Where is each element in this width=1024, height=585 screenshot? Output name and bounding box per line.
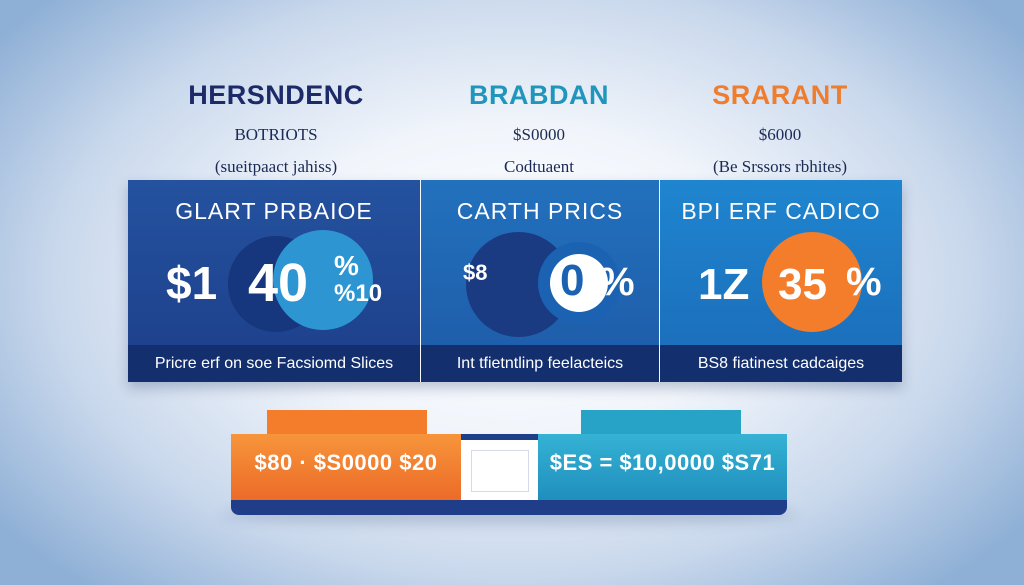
panel-footer-2: Int tfietntlinp feelacteics: [421, 345, 659, 382]
header-subtitle-3: $6000: [758, 125, 802, 144]
header-column-1: HERSNDENC BOTRIOTS (sueitpaact jahiss): [146, 80, 406, 177]
header-subtitle-1: BOTRIOTS: [234, 125, 318, 144]
pricing-panel-2: CARTH PRICS $8 0 % Int tfietntlinp feela…: [421, 180, 659, 382]
price-strip: $80 · $S0000 $20 $ES = $10,0000 $S71: [221, 410, 797, 525]
panel-title-1: GLART PRBAIOE: [175, 198, 373, 224]
panel-footer-3: BS8 fiatinest cadcaiges: [660, 345, 902, 382]
header-note-2: Codtuaent: [504, 157, 574, 176]
circle-inner-icon: [550, 254, 608, 312]
strip-bar-right: $ES = $10,0000 $S71: [538, 434, 787, 500]
strip-middle-card: [471, 450, 529, 492]
panel-right-bottom-1: %10: [334, 280, 383, 307]
pricing-panel-3: BPI ERF CADICO 1Z 35 % BS8 fiatinest cad…: [660, 180, 902, 382]
header-subtitle-2: $S0000: [513, 125, 565, 144]
panel-title-2: CARTH PRICS: [456, 198, 624, 224]
header-title-3: SRARANT: [712, 80, 848, 110]
pricing-panels: GLART PRBAIOE $1 40 % %10 Pricre erf on …: [128, 180, 902, 382]
panel-left-value-1: $1: [166, 257, 218, 309]
panel-circle-value-2: 0: [560, 256, 585, 305]
pricing-panel-1: GLART PRBAIOE $1 40 % %10 Pricre erf on …: [128, 180, 420, 382]
panel-right-value-3: %: [846, 260, 882, 304]
panel-circle-value-1: 40: [248, 253, 309, 313]
header-column-3: SRARANT $6000 (Be Srssors rbhites): [650, 80, 910, 177]
header-title-2: BRABDAN: [469, 80, 609, 110]
circle-front-icon: [273, 230, 373, 330]
panel-footer-1: Pricre erf on soe Facsiomd Slices: [128, 345, 420, 382]
panel-right-top-1: %: [334, 250, 359, 281]
panel-circle-value-3: 35: [778, 260, 827, 309]
circle-orange-icon: [762, 232, 862, 332]
strip-base: [231, 500, 787, 515]
header-title-1: HERSNDENC: [188, 80, 364, 110]
panel-right-value-2: %: [599, 260, 635, 304]
panel-title-3: BPI ERF CADICO: [681, 198, 881, 224]
strip-bar-left: $80 · $S0000 $20: [231, 434, 461, 500]
header-note-1: (sueitpaact jahiss): [214, 157, 338, 176]
strip-right-text: $ES = $10,0000 $S71: [549, 450, 776, 475]
panel-left-symbol-2: $8: [463, 260, 488, 285]
strip-left-text: $80 · $S0000 $20: [254, 450, 438, 475]
header-note-3: (Be Srssors rbhites): [712, 157, 848, 176]
header-column-2: BRABDAN $S0000 Codtuaent: [409, 80, 669, 177]
panel-left-value-3: 1Z: [698, 260, 750, 309]
